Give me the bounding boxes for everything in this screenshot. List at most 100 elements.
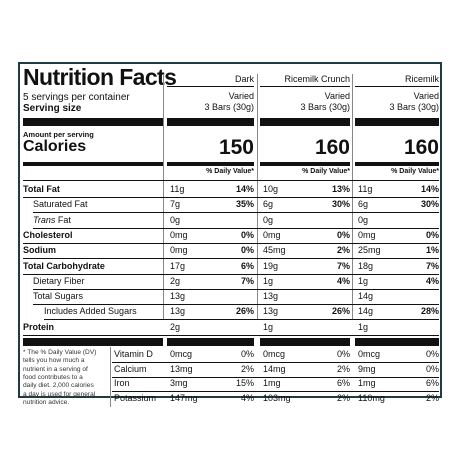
- nutrient-amount: 13g: [263, 306, 279, 317]
- calories-value: 160: [403, 136, 439, 159]
- dv-header-rule: [23, 180, 439, 181]
- nutrient-row-rule: [33, 212, 439, 214]
- nutrient-amount: 0mg: [263, 229, 281, 240]
- nutrient-amount: 6g: [358, 199, 369, 210]
- vitamin-daily-value: 2%: [336, 363, 350, 374]
- vitamin-amount: 3mg: [170, 378, 188, 388]
- vitamin-amount: 1mg: [263, 378, 281, 388]
- nutrient-amount: 1g: [358, 275, 369, 286]
- serving-size-line1: Varied: [228, 91, 254, 101]
- nutrient-daily-value: 0%: [425, 229, 439, 240]
- column-calories-rule: [355, 162, 439, 166]
- nutrient-amount: 7g: [170, 199, 181, 210]
- vitamin-amount: 13mg: [170, 363, 193, 374]
- daily-value-header: % Daily Value*: [391, 168, 439, 175]
- footnote-line: nutrient in a serving of: [23, 365, 88, 373]
- nutrient-label: Total Fat: [23, 184, 60, 194]
- vitamin-thick-rule: [167, 338, 254, 346]
- nutrient-row-rule: [23, 197, 439, 198]
- nutrient-row-rule: [33, 304, 439, 306]
- nutrient-amount: 0g: [358, 214, 369, 225]
- nutrient-amount: 10g: [263, 184, 279, 194]
- nutrient-amount: 25mg: [358, 245, 381, 256]
- column-thick-rule: [355, 118, 439, 126]
- footnote-line: daily diet. 2,000 calories: [23, 382, 94, 390]
- nutrient-amount: 13g: [170, 306, 186, 317]
- nutrient-amount: 13g: [170, 291, 186, 302]
- label-title: Nutrition Facts: [23, 64, 177, 90]
- nutrient-daily-value: 7%: [240, 275, 254, 286]
- nutrient-daily-value: 0%: [240, 229, 254, 240]
- serving-size-line2: 3 Bars (30g): [300, 102, 350, 112]
- nutrient-row-rule: [23, 242, 439, 244]
- nutrient-amount: 0mg: [170, 245, 188, 256]
- footnote-line: nutrition advice.: [23, 398, 70, 406]
- vitamin-amount: 110mg: [358, 392, 385, 403]
- nutrient-amount: 17g: [170, 260, 186, 271]
- column-divider: [352, 74, 353, 319]
- nutrient-label: Sodium: [23, 245, 56, 256]
- nutrient-row-rule: [44, 319, 439, 321]
- column-name: Dark: [234, 74, 254, 84]
- vitamin-daily-value: 2%: [425, 392, 439, 403]
- vitamin-amount: 0mcg: [358, 349, 381, 359]
- column-calories-rule: [167, 162, 254, 166]
- nutrient-daily-value: 26%: [331, 306, 350, 317]
- nutrient-daily-value: 35%: [235, 199, 254, 210]
- vitamin-amount: 9mg: [358, 363, 376, 374]
- nutrient-amount: 14g: [358, 291, 374, 302]
- calories-rule: [23, 162, 163, 166]
- nutrient-daily-value: 0%: [336, 229, 350, 240]
- nutrient-daily-value: 30%: [331, 199, 350, 210]
- nutrient-amount: 14g: [358, 306, 374, 317]
- nutrient-daily-value: 1%: [425, 245, 439, 256]
- column-thick-rule: [260, 118, 350, 126]
- nutrient-amount: 0g: [263, 214, 274, 225]
- nutrient-row-rule: [23, 258, 439, 260]
- vitamin-daily-value: 4%: [240, 392, 254, 403]
- vitamin-daily-value: 0%: [425, 363, 439, 374]
- vitamin-thick-rule: [355, 338, 439, 346]
- vitamin-amount: 1mg: [358, 378, 376, 388]
- nutrient-daily-value: 4%: [425, 275, 439, 286]
- nutrient-daily-value: 6%: [240, 260, 254, 271]
- nutrient-label: Includes Added Sugars: [44, 306, 137, 317]
- vitamin-thick-rule: [260, 338, 350, 346]
- footnote-line: * The % Daily Value (DV): [23, 349, 97, 356]
- calories-value: 160: [314, 136, 350, 159]
- vitamin-label: Potassium: [114, 392, 157, 403]
- nutrient-row-rule: [33, 288, 439, 290]
- vitamin-label: Vitamin D: [114, 349, 153, 359]
- nutrient-amount: 45mg: [263, 245, 286, 256]
- vitamin-row-rule: [112, 391, 439, 392]
- vitamin-daily-value: 15%: [235, 378, 254, 388]
- nutrient-daily-value: 4%: [336, 275, 350, 286]
- nutrient-label: Trans Fat: [33, 214, 71, 225]
- nutrient-daily-value: 0%: [240, 245, 254, 256]
- nutrient-label: Total Sugars: [33, 291, 84, 302]
- nutrient-row-rule: [23, 334, 439, 336]
- column-name: Ricemilk Crunch: [284, 74, 350, 84]
- nutrient-label: Protein: [23, 321, 55, 332]
- vitamin-daily-value: 6%: [425, 378, 439, 388]
- nutrient-amount: 1g: [263, 321, 274, 332]
- vitamin-label: Calcium: [114, 363, 147, 374]
- column-calories-rule: [260, 162, 350, 166]
- column-divider: [257, 74, 258, 319]
- serving-size-line1: Varied: [324, 91, 350, 101]
- nutrient-daily-value: 2%: [336, 245, 350, 256]
- nutrient-amount: 11g: [358, 184, 373, 194]
- vitamin-label: Iron: [114, 378, 130, 388]
- nutrient-amount: 1g: [358, 321, 369, 332]
- vitamin-daily-value: 0%: [336, 349, 350, 359]
- vitamin-row-rule: [112, 362, 439, 363]
- vitamin-amount: 0mcg: [170, 349, 193, 359]
- vitamin-daily-value: 6%: [336, 378, 350, 388]
- daily-value-header: % Daily Value*: [206, 168, 254, 175]
- daily-value-header: % Daily Value*: [302, 168, 350, 175]
- nutrient-label: Total Carbohydrate: [23, 260, 105, 271]
- nutrient-daily-value: 7%: [336, 260, 350, 271]
- serving-size-line2: 3 Bars (30g): [204, 102, 254, 112]
- footnote-line: a day is used for general: [23, 390, 96, 398]
- nutrient-row-rule: [23, 273, 439, 275]
